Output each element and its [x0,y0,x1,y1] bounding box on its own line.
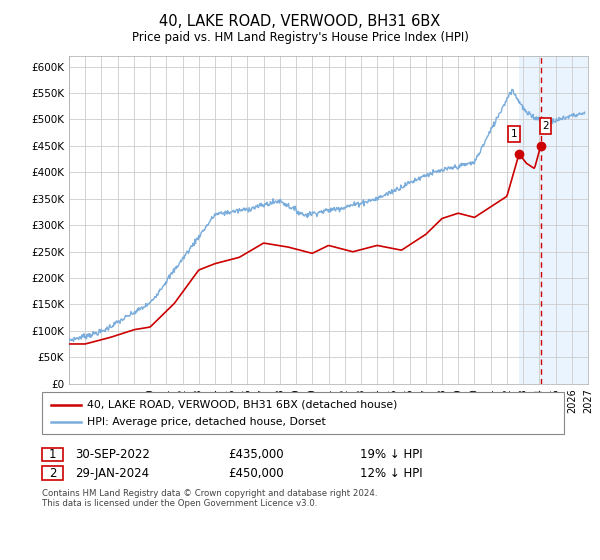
Text: HPI: Average price, detached house, Dorset: HPI: Average price, detached house, Dors… [87,417,326,427]
Text: 29-JAN-2024: 29-JAN-2024 [75,466,149,480]
Text: £450,000: £450,000 [228,466,284,480]
Text: 1: 1 [49,448,56,461]
Text: 2: 2 [49,466,56,480]
Text: 40, LAKE ROAD, VERWOOD, BH31 6BX: 40, LAKE ROAD, VERWOOD, BH31 6BX [160,14,440,29]
Bar [519,56,588,384]
Text: 30-SEP-2022: 30-SEP-2022 [75,448,150,461]
Text: 1: 1 [511,129,518,139]
Text: Price paid vs. HM Land Registry's House Price Index (HPI): Price paid vs. HM Land Registry's House … [131,31,469,44]
Text: This data is licensed under the Open Government Licence v3.0.: This data is licensed under the Open Gov… [42,500,317,508]
Text: 2: 2 [542,121,549,131]
Text: 40, LAKE ROAD, VERWOOD, BH31 6BX (detached house): 40, LAKE ROAD, VERWOOD, BH31 6BX (detach… [87,400,397,409]
Text: 19% ↓ HPI: 19% ↓ HPI [360,448,422,461]
Text: 12% ↓ HPI: 12% ↓ HPI [360,466,422,480]
Text: £435,000: £435,000 [228,448,284,461]
Text: Contains HM Land Registry data © Crown copyright and database right 2024.: Contains HM Land Registry data © Crown c… [42,489,377,498]
